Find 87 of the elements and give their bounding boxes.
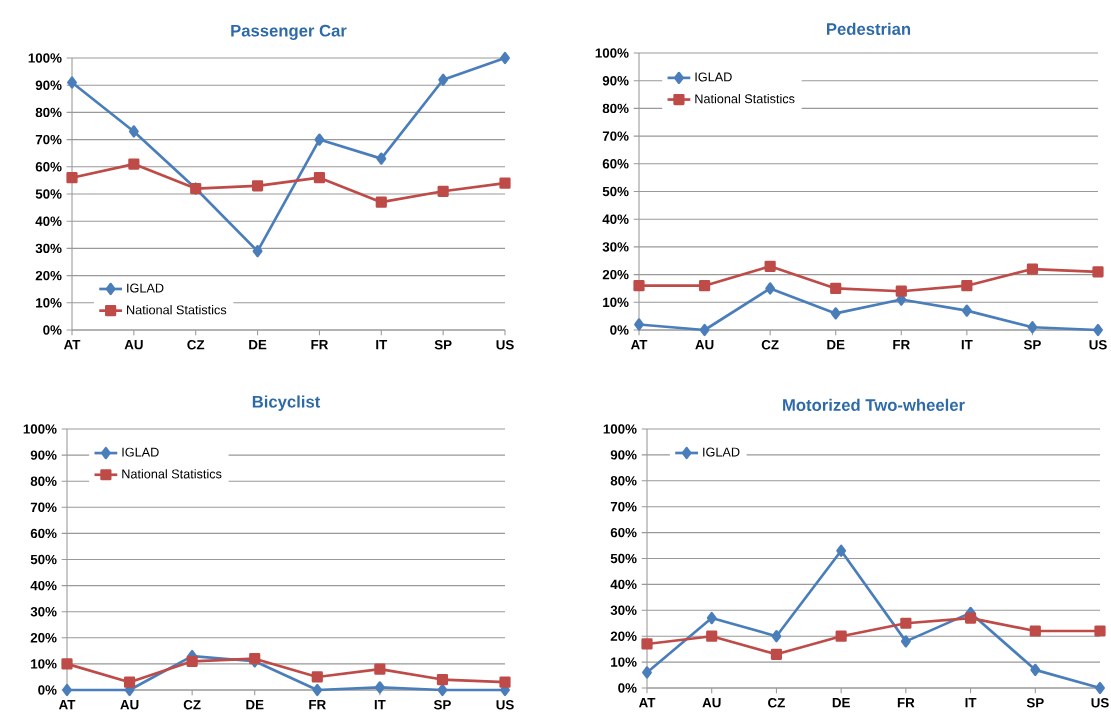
x-tick-label: AU — [695, 340, 714, 350]
legend-label: National Statistics — [127, 305, 227, 315]
y-tick-label: 40% — [602, 214, 629, 224]
x-tick-label: DE — [827, 340, 845, 350]
y-tick-label: 50% — [602, 186, 629, 197]
x-tick-label: DE — [249, 340, 267, 350]
y-tick-label: 20% — [35, 270, 62, 281]
x-tick-label: CZ — [183, 700, 201, 710]
legend-label: IGLAD — [122, 447, 159, 457]
chart-title: Pedestrian — [827, 22, 911, 35]
y-tick-label: 50% — [610, 553, 637, 564]
y-tick-label: 0% — [618, 683, 637, 693]
x-tick-label: CZ — [761, 340, 779, 350]
x-tick-label: CZ — [768, 698, 785, 708]
x-tick-label: US — [1089, 340, 1107, 350]
x-tick-label: US — [496, 700, 514, 710]
legend-label: National Statistics — [695, 93, 795, 104]
y-tick-label: 60% — [602, 159, 629, 169]
x-tick-label: AT — [630, 340, 648, 350]
y-tick-label: 70% — [30, 502, 57, 513]
y-tick-label: 80% — [610, 476, 637, 486]
y-tick-label: 30% — [30, 606, 57, 617]
x-tick-label: FR — [893, 340, 910, 350]
y-tick-label: 0% — [43, 325, 62, 335]
y-tick-label: 90% — [35, 80, 62, 90]
y-tick-label: 70% — [35, 134, 62, 145]
y-tick-label: 80% — [30, 476, 57, 486]
x-tick-label: DE — [246, 700, 264, 710]
y-tick-label: 10% — [611, 657, 637, 667]
y-tick-label: 20% — [610, 631, 637, 641]
x-tick-label: DE — [832, 698, 850, 708]
x-tick-label: AU — [124, 340, 143, 350]
legend-label: IGLAD — [703, 447, 740, 457]
y-tick-label: 0% — [610, 325, 629, 335]
y-tick-label: 60% — [30, 528, 57, 539]
x-tick-label: IT — [965, 698, 977, 708]
x-tick-label: CZ — [187, 340, 205, 350]
legend-label: IGLAD — [695, 72, 732, 82]
y-tick-label: 100% — [28, 53, 62, 63]
y-tick-label: 50% — [35, 189, 62, 199]
x-tick-label: SP — [1023, 340, 1041, 350]
x-tick-label: IT — [376, 340, 388, 350]
x-tick-label: IT — [961, 340, 973, 350]
y-tick-label: 90% — [30, 450, 57, 460]
chart-title: Bicyclist — [252, 395, 321, 411]
y-tick-label: 50% — [30, 554, 57, 565]
y-tick-label: 80% — [602, 103, 629, 114]
y-tick-label: 100% — [595, 48, 629, 58]
y-tick-label: 40% — [610, 579, 637, 590]
y-tick-label: 60% — [610, 527, 637, 538]
y-tick-label: 20% — [30, 633, 57, 643]
x-tick-label: AT — [638, 698, 656, 708]
x-tick-label: FR — [311, 340, 329, 350]
x-tick-label: SP — [434, 340, 452, 350]
y-tick-label: 40% — [30, 580, 57, 591]
y-tick-label: 90% — [602, 75, 629, 86]
y-tick-label: 20% — [602, 269, 629, 280]
x-tick-label: US — [1091, 698, 1109, 708]
x-tick-label: AU — [702, 698, 721, 708]
x-tick-label: SP — [1026, 698, 1044, 708]
x-tick-label: FR — [897, 698, 915, 708]
y-tick-label: 70% — [610, 501, 637, 512]
y-tick-label: 10% — [36, 298, 62, 308]
y-tick-label: 10% — [603, 297, 629, 308]
x-tick-label: AU — [120, 700, 139, 710]
x-tick-label: IT — [374, 700, 386, 710]
x-tick-label: SP — [433, 700, 451, 710]
y-tick-label: 60% — [35, 162, 62, 172]
y-tick-label: 30% — [602, 242, 629, 252]
x-tick-label: US — [496, 340, 514, 350]
y-tick-label: 40% — [35, 216, 62, 226]
y-tick-label: 10% — [31, 659, 57, 669]
y-tick-label: 0% — [38, 685, 57, 695]
y-tick-label: 100% — [603, 424, 637, 434]
chart-title: Passenger Car — [231, 24, 347, 40]
x-tick-label: FR — [309, 700, 326, 710]
x-tick-label: AT — [58, 700, 76, 710]
y-tick-label: 70% — [602, 131, 629, 141]
y-tick-label: 80% — [35, 107, 62, 118]
y-tick-label: 30% — [610, 605, 637, 616]
y-tick-label: 100% — [23, 424, 57, 434]
y-tick-label: 30% — [35, 243, 62, 254]
y-tick-label: 90% — [610, 450, 637, 460]
chart-title: Motorized Two-wheeler — [783, 398, 965, 411]
legend-label: IGLAD — [127, 283, 164, 293]
x-tick-label: AT — [63, 340, 81, 350]
legend-label: National Statistics — [122, 469, 222, 479]
